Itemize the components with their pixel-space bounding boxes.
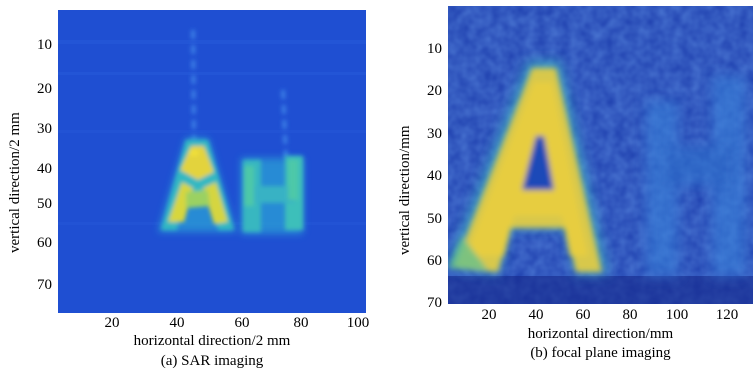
- panel-a-xtick: 20: [104, 315, 120, 331]
- panel-a-caption: (a) SAR imaging: [160, 353, 264, 369]
- panel-b-xtick: 60: [575, 307, 591, 323]
- panel-a-ytick: 20: [37, 81, 52, 97]
- panel-b-ytick: 30: [427, 126, 442, 142]
- panel-a-xlabel: horizontal direction/2 mm: [133, 333, 291, 349]
- panel-b-ytick: 70: [427, 295, 442, 311]
- panel-b-caption: (b) focal plane imaging: [530, 345, 671, 361]
- panel-a-strings: [191, 29, 288, 161]
- panel-a-letter-h: [243, 156, 303, 232]
- panel-a-ytick: 10: [37, 37, 52, 53]
- panel-b: vertical direction/mm: [375, 0, 753, 376]
- panel-a: vertical direction/2 mm: [0, 0, 375, 376]
- panel-b-image: [448, 6, 753, 304]
- panel-a-image: [58, 10, 366, 313]
- panel-a-letter-a: [161, 140, 234, 230]
- panel-a-xtick: 100: [346, 315, 370, 331]
- panel-b-letter-h: [646, 76, 746, 276]
- panel-a-xtick: 80: [293, 315, 309, 331]
- panel-a-ytick: 40: [37, 161, 52, 177]
- panel-b-xtick: 20: [481, 307, 497, 323]
- panel-b-ytick: 50: [427, 211, 442, 227]
- panel-b-ytick: 40: [427, 168, 442, 184]
- panel-b-letter-a: [448, 68, 602, 272]
- panel-b-ytick: 10: [427, 41, 442, 57]
- panel-b-xtick: 80: [622, 307, 638, 323]
- panel-b-ytick: 60: [427, 253, 442, 269]
- panel-a-ylabel: vertical direction/2 mm: [7, 112, 23, 253]
- panel-b-xtick: 100: [665, 307, 689, 323]
- panel-b-ylabel: vertical direction/mm: [397, 125, 413, 255]
- panel-a-ytick: 50: [37, 196, 52, 212]
- panel-b-xtick: 120: [715, 307, 739, 323]
- panel-b-xlabel: horizontal direction/mm: [527, 326, 674, 342]
- panel-b-focal-image-svg: [448, 6, 753, 304]
- panel-a-ytick: 30: [37, 121, 52, 137]
- panel-a-ytick: 70: [37, 277, 52, 293]
- panel-a-sar-image-svg: [58, 10, 366, 313]
- panel-b-ytick: 20: [427, 83, 442, 99]
- panel-b-xtick: 40: [528, 307, 544, 323]
- panel-a-xtick: 60: [234, 315, 250, 331]
- panel-a-ytick: 60: [37, 235, 52, 251]
- panel-b-bottom-edge: [448, 276, 753, 304]
- panel-a-xtick: 40: [169, 315, 185, 331]
